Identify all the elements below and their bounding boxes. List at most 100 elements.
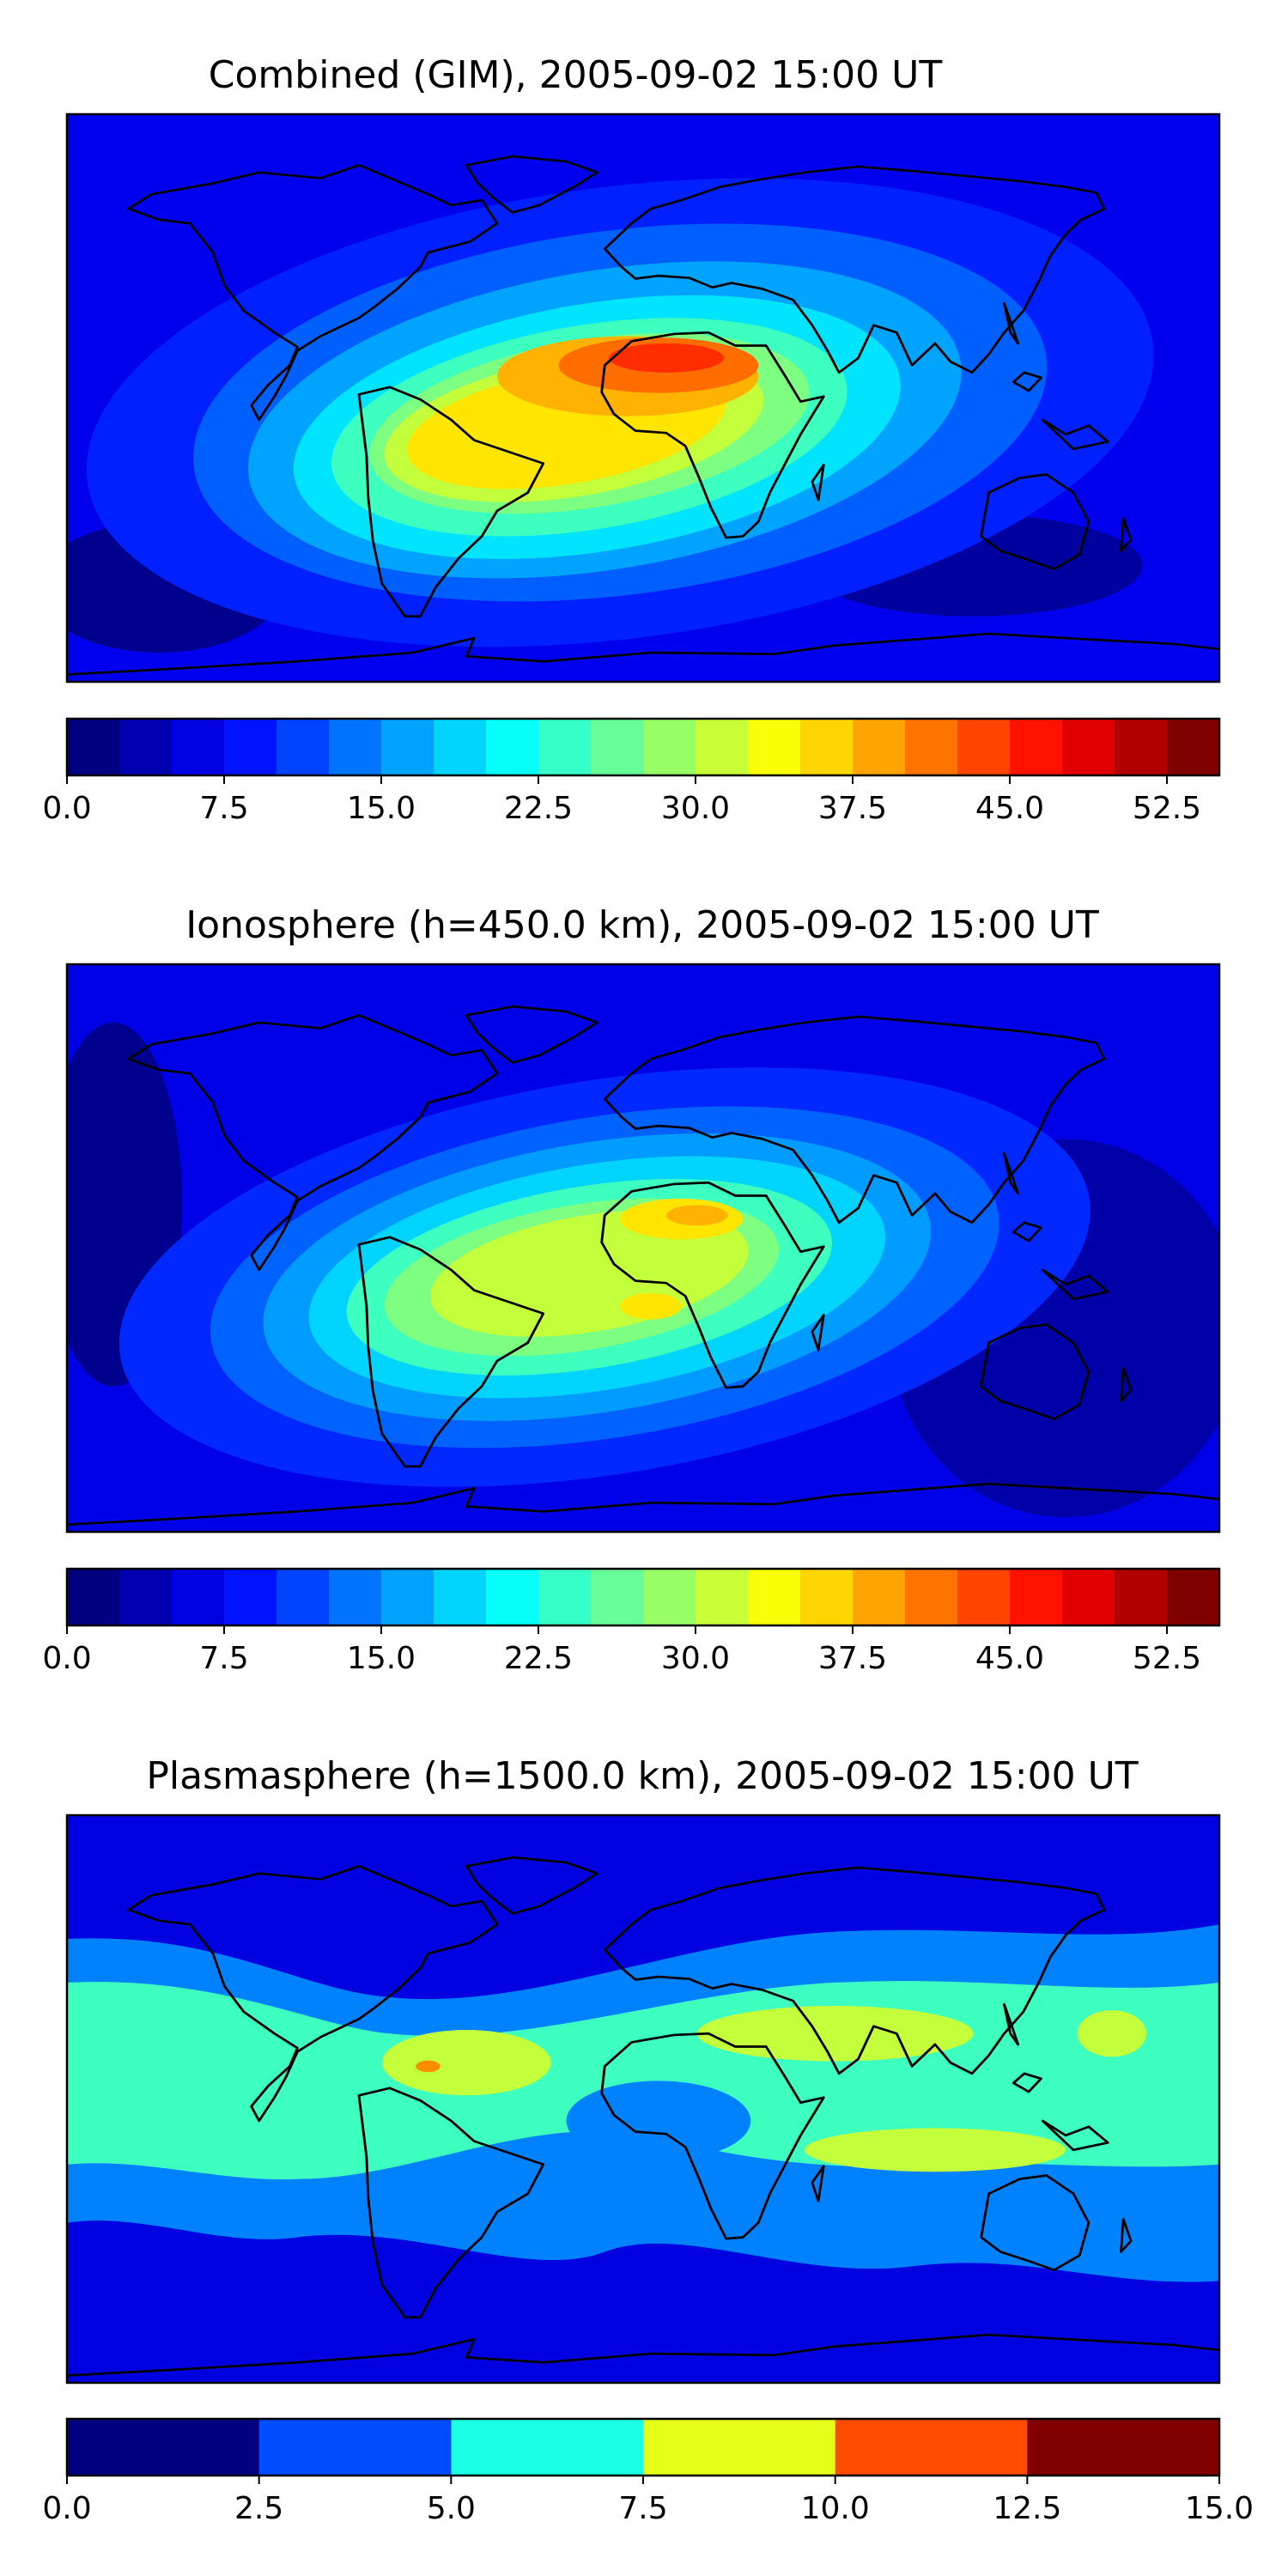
colorbar-tick-label: 15.0 bbox=[347, 791, 416, 826]
contour-level-1 bbox=[566, 2081, 751, 2161]
colorbar-segment bbox=[434, 1569, 487, 1625]
colorbar-segment bbox=[1062, 719, 1115, 775]
panel-title: Combined (GIM), 2005-09-02 15:00 UT bbox=[209, 53, 943, 97]
colorbar: 0.0 7.5 15.0 22.5 30.0 37.5 45.0 52.5 bbox=[42, 1567, 1221, 1676]
map-combined-gim bbox=[65, 112, 1221, 683]
colorbar-segment bbox=[853, 719, 906, 775]
colorbar-segment bbox=[1027, 2419, 1220, 2476]
colorbar: 0.0 2.5 5.0 7.5 10.0 12.5 15.0 bbox=[42, 2417, 1254, 2526]
colorbar-segment bbox=[119, 1569, 173, 1625]
colorbar-segment bbox=[276, 1569, 330, 1625]
colorbar-segment bbox=[1010, 1569, 1063, 1625]
colorbar-segment bbox=[224, 719, 277, 775]
colorbar-segment bbox=[451, 2419, 644, 2476]
panel-title: Ionosphere (h=450.0 km), 2005-09-02 15:0… bbox=[185, 903, 1099, 947]
contour-maximum bbox=[608, 343, 724, 373]
colorbar-segment bbox=[643, 2419, 836, 2476]
map-frame bbox=[65, 1814, 1221, 2385]
colorbar-tick-label: 52.5 bbox=[1133, 1641, 1201, 1676]
colorbar-tick-label: 5.0 bbox=[427, 2491, 476, 2526]
contour-level-3 bbox=[1077, 2010, 1147, 2057]
map-frame bbox=[65, 963, 1221, 1534]
colorbar-segment bbox=[67, 1569, 120, 1625]
panel-plasmasphere: Plasmasphere (h=1500.0 km), 2005-09-02 1… bbox=[42, 1754, 1254, 2526]
colorbar-segment bbox=[224, 1569, 277, 1625]
map-plot-area bbox=[67, 114, 1219, 682]
colorbar-segment bbox=[957, 1569, 1011, 1625]
colorbar-tick-label: 2.5 bbox=[234, 2491, 283, 2526]
colorbar-segment bbox=[434, 719, 487, 775]
colorbar-segment bbox=[905, 719, 958, 775]
colorbar: 0.0 7.5 15.0 22.5 30.0 37.5 45.0 52.5 bbox=[42, 717, 1221, 826]
panel-combined-gim: Combined (GIM), 2005-09-02 15:00 UT bbox=[42, 53, 1221, 826]
colorbar-segment bbox=[591, 1569, 644, 1625]
colorbar-tick-label: 45.0 bbox=[975, 1641, 1044, 1676]
colorbar-segment bbox=[119, 719, 173, 775]
colorbar-segment bbox=[486, 1569, 539, 1625]
colorbar-segment bbox=[1115, 1569, 1168, 1625]
colorbar-segment bbox=[329, 719, 382, 775]
colorbar-tick-label: 0.0 bbox=[42, 2491, 91, 2526]
colorbar-segment bbox=[748, 719, 801, 775]
colorbar-tick-label: 7.5 bbox=[199, 791, 248, 826]
contour-level-3 bbox=[804, 2128, 1066, 2172]
colorbar-segment bbox=[538, 1569, 592, 1625]
colorbar-segment bbox=[1115, 719, 1168, 775]
contour-level-3 bbox=[381, 2029, 551, 2096]
colorbar-tick-label: 52.5 bbox=[1133, 791, 1201, 826]
colorbar-segment bbox=[1167, 1569, 1220, 1625]
colorbar-tick-label: 12.5 bbox=[993, 2491, 1061, 2526]
colorbar-segment bbox=[329, 1569, 382, 1625]
colorbar-frame bbox=[65, 717, 1221, 777]
colorbar-segment bbox=[835, 2419, 1028, 2476]
colorbar-tick-label: 7.5 bbox=[618, 2491, 667, 2526]
colorbar-tick-label: 37.5 bbox=[818, 1641, 887, 1676]
contour-maximum bbox=[665, 1205, 728, 1226]
colorbar-segment bbox=[67, 2419, 260, 2476]
colorbar-tick-label: 15.0 bbox=[1185, 2491, 1254, 2526]
contour-level-3 bbox=[696, 2006, 974, 2062]
colorbar-tick-label: 22.5 bbox=[504, 1641, 573, 1676]
colorbar-segment bbox=[258, 2419, 452, 2476]
colorbar-tick-label: 0.0 bbox=[42, 1641, 91, 1676]
colorbar-segment bbox=[1167, 719, 1220, 775]
colorbar-segment bbox=[696, 1569, 749, 1625]
colorbar-tick-label: 30.0 bbox=[661, 1641, 730, 1676]
panel-ionosphere: Ionosphere (h=450.0 km), 2005-09-02 15:0… bbox=[42, 903, 1221, 1676]
colorbar-segment bbox=[67, 719, 120, 775]
colorbar-tick-label: 15.0 bbox=[347, 1641, 416, 1676]
colorbar-segment bbox=[381, 1569, 434, 1625]
colorbar-segment bbox=[800, 719, 854, 775]
colorbar-segment bbox=[381, 719, 434, 775]
colorbar-tick-label: 0.0 bbox=[42, 791, 91, 826]
colorbar-segment bbox=[172, 1569, 225, 1625]
colorbar-tick-label: 7.5 bbox=[199, 1641, 248, 1676]
colorbar-segment bbox=[172, 719, 225, 775]
colorbar-tick-label: 37.5 bbox=[818, 791, 887, 826]
colorbar-segment bbox=[486, 719, 539, 775]
colorbar-segment bbox=[591, 719, 644, 775]
colorbar-segment bbox=[853, 1569, 906, 1625]
colorbar-segment bbox=[957, 719, 1011, 775]
colorbar-tick-label: 22.5 bbox=[504, 791, 573, 826]
map-plot-area bbox=[67, 1815, 1219, 2383]
map-plot-area bbox=[67, 964, 1219, 1532]
colorbar-segment bbox=[800, 1569, 854, 1625]
colorbar-segment bbox=[538, 719, 592, 775]
colorbar-tick-label: 10.0 bbox=[801, 2491, 870, 2526]
colorbar-tick-label: 30.0 bbox=[661, 791, 730, 826]
map-ionosphere bbox=[65, 963, 1221, 1534]
colorbar-segment bbox=[276, 719, 330, 775]
panel-title: Plasmasphere (h=1500.0 km), 2005-09-02 1… bbox=[146, 1754, 1138, 1798]
colorbar-segment bbox=[643, 1569, 696, 1625]
colorbar-segment bbox=[1010, 719, 1063, 775]
colorbar-frame bbox=[65, 1567, 1221, 1627]
colorbar-segment bbox=[1062, 1569, 1115, 1625]
map-plasmasphere bbox=[65, 1814, 1221, 2385]
colorbar-segment bbox=[643, 719, 696, 775]
colorbar-segment bbox=[748, 1569, 801, 1625]
colorbar-segment bbox=[905, 1569, 958, 1625]
colorbar-segment bbox=[696, 719, 749, 775]
colorbar-tick-label: 45.0 bbox=[975, 791, 1044, 826]
